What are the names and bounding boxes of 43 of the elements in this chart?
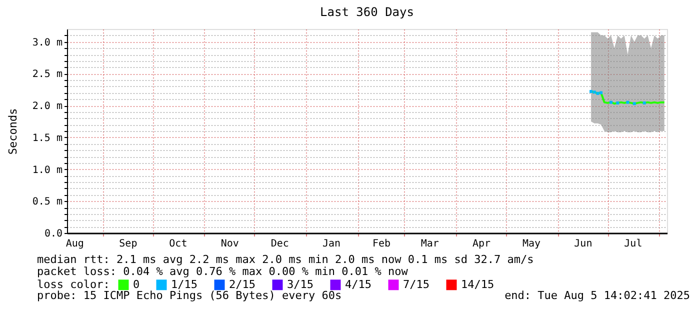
x-tick-label: Aug — [66, 238, 84, 250]
x-tick-label: Jan — [322, 238, 341, 250]
y-tick-label: 2.5 m — [32, 69, 62, 80]
y-tick-label: 3.0 m — [32, 37, 62, 48]
point — [626, 100, 630, 104]
x-tick-label: Sep — [119, 238, 138, 250]
point — [610, 100, 613, 104]
point — [642, 101, 646, 104]
y-tick-label: 1.5 m — [32, 132, 62, 144]
legend-label: 3/15 — [287, 278, 314, 291]
text: packet loss: 0.04 % avg 0.76 % max 0.00 % min 0.01 % now — [37, 265, 408, 278]
x-tick-label: May — [522, 238, 541, 250]
legend-label: 7/15 — [403, 278, 430, 291]
point — [600, 91, 603, 94]
legend-title: loss color: — [37, 278, 110, 291]
x-tick-label: Apr — [472, 238, 491, 250]
chart-title: Last 360 Days — [320, 5, 414, 19]
legend-label: 14/15 — [461, 278, 494, 291]
point — [590, 90, 593, 93]
x-tick-label: Mar — [420, 238, 439, 250]
legend-label: 4/15 — [345, 278, 372, 291]
text: probe: 15 ICMP Echo Pings (56 Bytes) every 60s — [37, 289, 342, 302]
x-tick-label: Jul — [624, 238, 642, 250]
point — [596, 92, 600, 95]
x-tick-label: Oct — [169, 238, 188, 250]
point — [592, 90, 596, 94]
legend-label: 2/15 — [229, 278, 256, 291]
point — [632, 102, 636, 106]
y-tick-label: 1.0 m — [32, 164, 62, 176]
point — [616, 101, 620, 104]
y-tick-label: 2.0 m — [32, 101, 62, 112]
x-tick-label: Dec — [270, 238, 289, 250]
y-tick-label: 0.5 m — [32, 196, 62, 208]
line-series — [590, 90, 666, 105]
legend-label: 0 — [133, 278, 140, 291]
text: median rtt: 2.1 ms avg 2.2 ms max 2.0 ms min 2.0 ms now 0.1 ms sd 32.7 am/s — [37, 253, 534, 266]
y-axis-title: Seconds — [6, 108, 20, 155]
legend-label: 1/15 — [171, 278, 198, 291]
text: end: Tue Aug 5 14:02:41 2025 — [504, 289, 690, 302]
x-tick-label: Feb — [372, 238, 391, 250]
x-tick-label: Jun — [574, 238, 592, 250]
y-tick-label: 0.0 — [44, 228, 62, 240]
x-tick-label: Nov — [220, 238, 239, 250]
